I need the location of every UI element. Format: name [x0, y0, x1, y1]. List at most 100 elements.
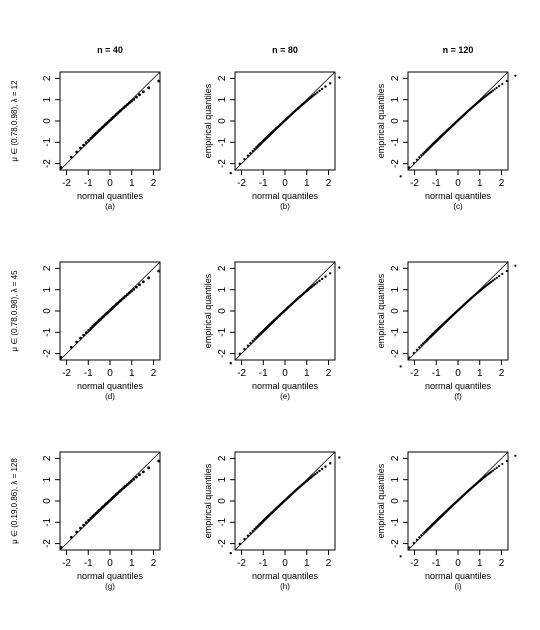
y-tick-label: 1	[217, 286, 228, 292]
y-axis-label: empirical quantiles	[376, 83, 386, 158]
data-point	[316, 91, 319, 94]
data-point	[255, 526, 258, 529]
y-tick-label: 0	[217, 118, 228, 124]
data-point	[320, 87, 324, 91]
x-tick-label: -1	[432, 368, 441, 379]
data-point	[501, 272, 504, 276]
data-point	[505, 79, 508, 83]
data-point	[69, 155, 73, 159]
data-point	[338, 456, 341, 459]
data-point	[246, 534, 250, 537]
data-point	[314, 92, 317, 96]
data-point	[229, 552, 232, 555]
x-tick-label: 0	[282, 558, 288, 569]
data-point	[501, 82, 504, 86]
x-tick-label: -1	[84, 558, 93, 569]
x-axis-label: normal quantiles	[425, 571, 492, 581]
x-tick-label: 1	[129, 178, 135, 189]
y-tick-label: 0	[390, 118, 401, 124]
data-point	[505, 269, 508, 273]
y-tick-label: 0	[217, 498, 228, 504]
data-point	[314, 282, 317, 286]
data-point	[82, 333, 86, 337]
data-point	[124, 484, 127, 488]
y-tick-label: 2	[390, 455, 401, 461]
data-point	[229, 172, 232, 175]
data-point	[498, 465, 501, 468]
x-tick-label: 0	[282, 368, 288, 379]
data-point	[415, 348, 418, 351]
data-point	[91, 515, 95, 518]
x-tick-label: -1	[432, 558, 441, 569]
qq-panel: -2 -1 0 1 2 -2 -1 0 1 2 normal quantiles empirical …	[203, 71, 341, 211]
data-point	[87, 518, 91, 522]
data-point	[318, 279, 321, 283]
data-point	[421, 152, 425, 155]
qq-panel: -2 -1 0 1 2 -2 -1 0 1 2 normal quantiles(d)	[42, 261, 161, 401]
x-tick-label: 0	[455, 558, 461, 569]
data-point	[253, 337, 256, 341]
x-tick-label: 2	[151, 558, 157, 569]
data-point	[124, 294, 127, 298]
data-point	[338, 76, 341, 79]
data-point	[89, 136, 93, 140]
data-point	[421, 342, 425, 345]
qq-panel: -2 -1 0 1 2 -2 -1 0 1 2 normal quantiles empirical …	[376, 71, 517, 211]
data-point	[243, 537, 246, 541]
data-point	[324, 275, 327, 278]
data-point	[418, 536, 421, 539]
data-point	[399, 365, 402, 368]
y-tick-label: -1	[217, 137, 228, 146]
data-point	[412, 161, 415, 165]
data-point	[501, 462, 504, 466]
data-point	[138, 283, 141, 287]
data-point	[408, 546, 411, 549]
data-point	[420, 154, 423, 157]
data-point	[238, 542, 241, 546]
data-point	[491, 89, 495, 92]
data-point	[324, 85, 327, 88]
panel-label: (i)	[454, 582, 461, 591]
qq-panel: -2 -1 0 1 2 -2 -1 0 1 2 normal quantiles(g)	[42, 451, 161, 591]
y-tick-label: 1	[390, 286, 401, 292]
y-tick-label: 2	[217, 265, 228, 271]
data-point	[514, 454, 517, 457]
data-point	[329, 462, 332, 465]
y-tick-label: -2	[42, 159, 53, 168]
x-tick-label: -1	[84, 178, 93, 189]
x-tick-label: -1	[259, 178, 268, 189]
data-point	[243, 157, 246, 161]
x-tick-label: -2	[237, 558, 246, 569]
x-tick-label: 0	[282, 178, 288, 189]
qq-panel: -2 -1 0 1 2 -2 -1 0 1 2 normal quantiles empirical …	[203, 451, 341, 591]
x-tick-label: 2	[151, 178, 157, 189]
data-point	[421, 532, 425, 535]
panel-label: (g)	[105, 582, 115, 591]
data-point	[147, 276, 151, 280]
y-tick-label: -1	[390, 517, 401, 526]
data-point	[127, 291, 131, 295]
data-point	[495, 276, 498, 279]
data-point	[423, 340, 426, 344]
x-tick-label: -1	[84, 368, 93, 379]
data-point	[69, 535, 73, 539]
x-axis-label: normal quantiles	[252, 381, 319, 391]
x-tick-label: -2	[410, 178, 419, 189]
data-point	[138, 473, 141, 477]
x-tick-label: 2	[499, 368, 505, 379]
data-point	[134, 285, 138, 289]
data-point	[316, 471, 319, 474]
data-point	[229, 362, 232, 365]
column-title: n = 80	[272, 45, 298, 55]
data-point	[75, 530, 79, 534]
data-point	[246, 344, 250, 347]
x-tick-label: 0	[455, 178, 461, 189]
x-axis-label: normal quantiles	[252, 571, 319, 581]
data-point	[125, 103, 129, 107]
x-tick-label: 1	[477, 558, 483, 569]
data-point	[490, 90, 493, 93]
data-point	[69, 345, 73, 349]
data-point	[318, 89, 321, 93]
data-point	[157, 269, 161, 273]
